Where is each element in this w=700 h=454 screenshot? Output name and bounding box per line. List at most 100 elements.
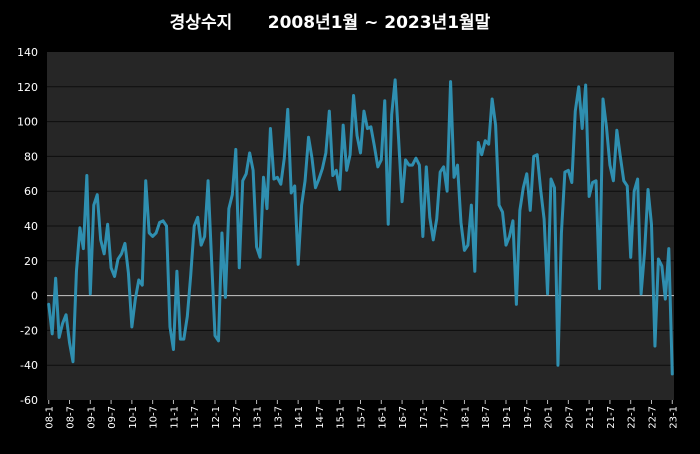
data-point: [522, 186, 525, 189]
x-tick-label: 10-7: [149, 406, 160, 429]
data-point: [594, 179, 598, 182]
x-tick-label: 23-1: [668, 406, 679, 429]
data-point: [238, 266, 241, 269]
data-point: [605, 125, 608, 129]
x-tick-label: 10-1: [128, 406, 139, 429]
data-point: [244, 172, 248, 175]
data-point: [248, 151, 251, 155]
y-tick-label: -60: [20, 394, 38, 407]
x-tick-label: 09-7: [107, 406, 118, 429]
data-point: [428, 216, 431, 219]
data-point: [619, 155, 622, 158]
x-tick-label: 22-1: [627, 406, 638, 429]
data-point: [64, 313, 68, 316]
data-point: [660, 264, 664, 268]
data-point: [414, 156, 418, 160]
x-tick-label: 20-7: [564, 406, 575, 429]
data-point: [532, 155, 535, 158]
data-point: [650, 223, 653, 226]
data-point: [511, 219, 515, 222]
x-tick-label: 16-7: [398, 406, 409, 429]
x-tick-label: 17-7: [440, 406, 451, 429]
y-tick-label: 0: [31, 290, 38, 303]
data-point: [639, 292, 643, 296]
data-point: [539, 188, 542, 191]
data-point: [189, 273, 192, 276]
data-point: [615, 129, 619, 132]
data-point: [51, 332, 54, 336]
x-tick-label: 15-7: [357, 406, 368, 429]
data-point: [518, 209, 522, 212]
x-tick-label: 09-1: [86, 406, 97, 429]
data-point: [418, 163, 421, 167]
data-point: [158, 221, 161, 224]
data-point: [525, 172, 528, 175]
data-point: [632, 190, 636, 193]
data-point: [560, 231, 563, 235]
y-tick-label: 20: [24, 255, 38, 268]
data-point: [109, 266, 113, 269]
data-point: [574, 109, 577, 113]
data-point: [404, 158, 407, 162]
data-point: [484, 139, 487, 142]
data-point: [393, 78, 397, 82]
data-point: [359, 151, 362, 155]
chart-title: 경상수지 2008년1월 ~ 2023년1월말: [170, 12, 491, 33]
data-point: [435, 217, 438, 221]
data-point: [203, 235, 206, 238]
data-point: [653, 344, 657, 348]
data-point: [172, 348, 175, 351]
data-point: [501, 210, 504, 214]
x-tick-label: 15-1: [336, 406, 347, 429]
data-point: [646, 188, 650, 191]
data-point: [657, 257, 660, 261]
data-point: [144, 179, 147, 182]
data-point: [494, 123, 497, 127]
x-tick-label: 13-7: [273, 406, 284, 429]
y-tick-label: -40: [20, 359, 38, 372]
data-point: [168, 325, 172, 329]
data-point: [348, 153, 352, 156]
data-point: [92, 203, 95, 207]
data-point: [213, 334, 217, 337]
data-point: [421, 235, 425, 238]
data-point: [636, 177, 639, 181]
y-axis-ticks: 140 120 100 80 60 40 20 0 -20 -40 -60: [17, 46, 38, 407]
data-point: [47, 303, 50, 306]
data-point: [137, 278, 140, 282]
data-point: [490, 97, 494, 101]
data-point: [120, 252, 123, 256]
data-point: [581, 127, 584, 130]
data-point: [470, 203, 473, 207]
data-point: [310, 156, 314, 160]
data-point: [293, 184, 296, 188]
data-point: [154, 231, 158, 235]
data-point: [452, 176, 456, 179]
data-point: [442, 165, 445, 169]
data-point: [515, 303, 518, 306]
data-point: [165, 224, 168, 228]
x-tick-label: 19-7: [523, 406, 534, 429]
y-tick-label: 120: [17, 81, 38, 94]
data-point: [400, 200, 404, 203]
data-point: [390, 113, 393, 116]
data-point: [587, 195, 591, 198]
y-tick-label: 40: [24, 220, 38, 233]
data-point: [546, 292, 549, 296]
data-point: [345, 169, 348, 172]
data-point: [161, 219, 165, 222]
data-point: [369, 125, 373, 129]
y-tick-label: 60: [24, 185, 38, 198]
data-point: [456, 163, 459, 167]
data-point: [147, 231, 151, 235]
data-point: [283, 156, 286, 160]
data-point: [265, 207, 269, 210]
data-point: [227, 207, 231, 210]
y-tick-label: 140: [17, 46, 38, 59]
data-point: [286, 108, 289, 111]
data-point: [279, 183, 283, 186]
data-point: [664, 297, 667, 301]
data-point: [335, 169, 338, 172]
data-point: [473, 270, 477, 273]
data-point: [508, 235, 511, 238]
